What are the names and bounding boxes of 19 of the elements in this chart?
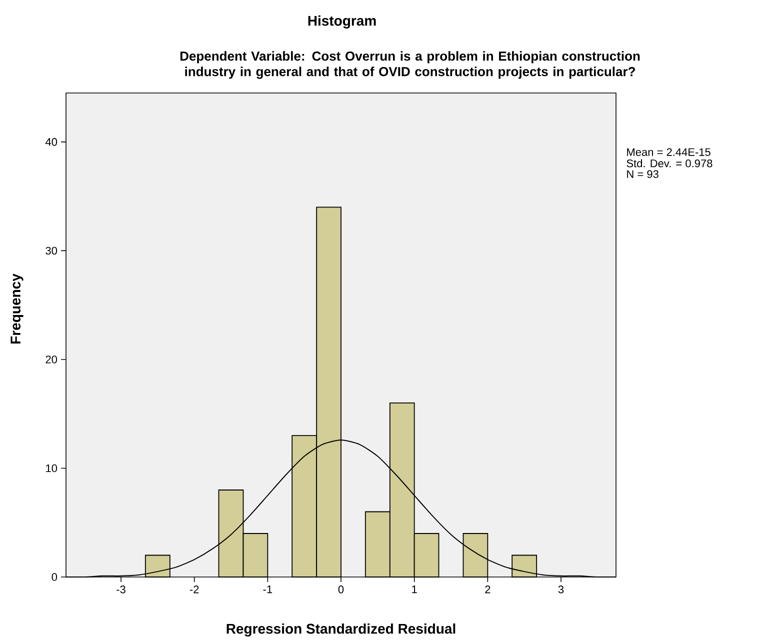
x-tick-label: -2 [190,586,199,594]
x-tick-label: 3 [558,586,564,594]
chart-subtitle: Dependent Variable: Cost Overrun is a problem in Ethiopian construction industry in general and that of OVID construction projects in particular? [180,51,640,79]
y-tick-label: 30 [46,246,58,255]
chart-title: Histogram [308,15,376,29]
y-tick-label: 40 [45,138,58,146]
y-axis-title: Frequency [10,274,24,344]
x-tick-label: -1 [263,586,272,594]
x-axis-title: Regression Standardized Residual [226,623,456,637]
text: N = 93 [627,170,658,178]
x-tick-label: 0 [338,586,344,594]
text: Std. Dev. = 0.978 [626,159,712,168]
x-tick-label: -3 [116,586,126,594]
y-tick-label: 0 [52,573,58,581]
x-tick-label: 2 [485,586,490,594]
text: Mean = 2.44E-15 [627,148,710,156]
y-tick-label: 10 [46,464,58,472]
x-tick-label: 1 [412,586,417,594]
y-tick-label: 20 [46,356,58,364]
